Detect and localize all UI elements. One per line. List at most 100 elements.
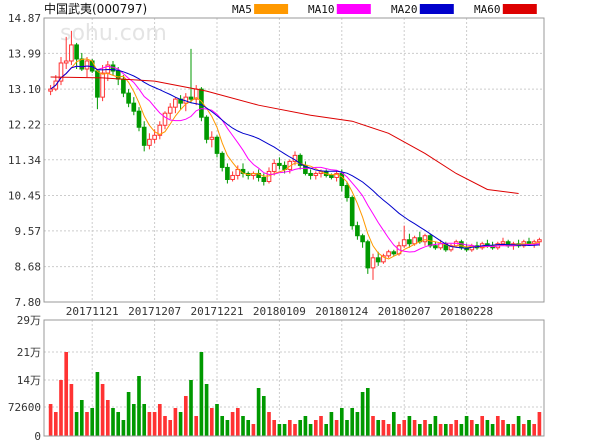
volume-tick-label: 14万 [17,374,41,387]
candle-body [48,88,53,92]
volume-bar-series [48,352,542,436]
candle-body [95,70,100,98]
volume-bar [282,424,287,436]
volume-bar [495,416,500,436]
volume-bar [173,408,178,436]
candle-body [308,172,313,176]
volume-bar [131,404,136,436]
volume-bar [449,424,453,436]
volume-bar [157,404,162,436]
price-tick-label: 8.68 [15,261,42,274]
volume-bar [53,412,58,436]
volume-bar [381,420,386,436]
date-tick-label: 20171207 [128,305,181,318]
candle-body [526,241,532,245]
candle-body [141,126,147,146]
candle-body [147,138,152,146]
candle-body [131,102,137,112]
candle-body [422,235,428,243]
volume-bar [423,420,427,436]
volume-bar [308,424,313,436]
volume-bar [329,412,334,436]
volume-bar [345,420,349,436]
candle-body [100,72,105,98]
candle-body [282,164,287,170]
legend-swatch-ma20 [419,4,454,14]
price-panel-frame [43,17,545,303]
candle-body [84,60,90,70]
volume-bar [433,416,438,436]
volume-bar [371,416,375,436]
volume-bar [501,420,505,436]
watermark: sohu.com [60,21,167,46]
candle-body [157,124,163,136]
volume-bar [464,416,469,436]
candle-body [152,134,157,140]
volume-bar [204,384,209,436]
candle-body [115,70,121,80]
volume-bar [189,380,193,436]
candle-body [381,255,386,263]
volume-bar [59,380,63,436]
volume-bar [313,420,318,436]
volume-bar [391,412,396,436]
volume-bar [178,412,183,436]
volume-bar [469,420,474,436]
candle-body [58,62,64,82]
price-tick-label: 11.34 [8,154,41,167]
volume-bar [220,416,225,436]
candle-body [537,239,542,243]
volume-bar [293,424,297,436]
price-tick-label: 13.99 [8,47,41,60]
candle-body [365,241,371,269]
candle-body [173,98,178,108]
volume-bar [241,416,245,436]
price-tick-label: 10.45 [8,190,41,203]
volume-bar [209,408,214,436]
price-tick-label: 13.10 [8,83,41,96]
volume-bar [475,424,479,436]
candlestick-series [48,30,542,280]
volume-bar [126,392,131,436]
candle-body [204,116,209,140]
candle-body [459,241,464,249]
volume-bar [267,412,271,436]
candle-body [63,60,69,64]
volume-bar [230,412,235,436]
volume-y-axis: 29万 21万 14万 72600 0 [8,314,41,440]
date-tick-label: 20180124 [315,305,368,318]
volume-bar [69,384,74,436]
volume-bar [152,412,157,436]
volume-bar [397,424,401,436]
candle-body [271,162,277,172]
candle-body [407,239,412,245]
candle-body [277,162,282,166]
volume-bar [490,424,495,436]
ma20-line [50,65,540,249]
volume-bar [438,424,443,436]
candle-body [225,166,230,180]
volume-bar [95,372,100,436]
ma10-line [50,65,540,253]
legend-label-ma5: MA5 [232,3,252,16]
candle-body [188,96,194,100]
volume-bar [355,412,360,436]
volume-bar [277,424,282,436]
candle-body [126,92,131,104]
volume-bar [261,396,266,436]
candle-body [386,251,391,257]
date-tick-label: 20180207 [378,305,431,318]
volume-bar [532,424,537,436]
volume-bar [85,412,89,436]
volume-bar [79,400,84,436]
volume-bar [480,416,485,436]
volume-bar [235,408,240,436]
volume-bar [287,420,292,436]
legend-label-ma60: MA60 [474,3,501,16]
volume-bar [256,388,261,436]
moving-average-lines [50,58,540,260]
candle-body [313,172,319,176]
volume-bar [199,352,204,436]
legend-label-ma20: MA20 [391,3,418,16]
